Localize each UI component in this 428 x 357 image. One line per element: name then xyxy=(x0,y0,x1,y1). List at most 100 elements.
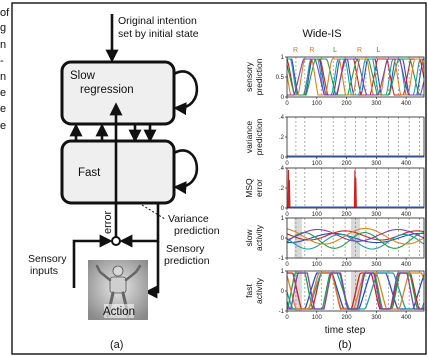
y-axis-label: error xyxy=(254,179,264,197)
caption-fragment: e xyxy=(0,87,6,99)
y-tick-label: 0.5 xyxy=(276,75,285,81)
x-tick-label: 0 xyxy=(285,315,289,321)
y-tick-label: .2 xyxy=(279,135,285,141)
x-tick-label: 300 xyxy=(371,212,382,218)
caption-fragments: of g n - n e e e xyxy=(0,7,10,132)
y-tick-label: 0 xyxy=(281,206,285,212)
caption-fragment: n xyxy=(0,39,6,51)
y-tick-label: 1 xyxy=(281,269,285,275)
error-spike xyxy=(288,179,291,209)
y-axis-label: fast xyxy=(244,284,254,298)
caption-fragment: e xyxy=(0,103,6,115)
panel-label-b: (b) xyxy=(338,339,351,351)
sensory-prediction-line2: prediction xyxy=(164,255,210,267)
x-tick-label: 200 xyxy=(342,161,353,167)
slow-recurrent-loop xyxy=(173,70,199,116)
x-tick-label: 300 xyxy=(371,161,382,167)
x-tick-label: 400 xyxy=(401,101,412,107)
x-tick-label: 400 xyxy=(401,262,412,268)
y-tick-label: -1 xyxy=(279,309,285,315)
series-line xyxy=(286,58,424,96)
top-label-line2: set by initial state xyxy=(118,28,199,40)
slow-label-line1: Slow xyxy=(70,70,96,82)
x-axis-label: time step xyxy=(325,325,366,336)
fast-box xyxy=(60,139,176,205)
x-tick-label: 200 xyxy=(342,212,353,218)
sensory-inputs-line1: Sensory xyxy=(28,253,67,265)
error-spike xyxy=(354,177,357,209)
x-tick-label: 200 xyxy=(342,262,353,268)
series-line xyxy=(286,228,425,242)
variance-label-line1: Variance xyxy=(168,213,209,225)
x-tick-label: 100 xyxy=(312,161,323,167)
phase-marker: R xyxy=(309,47,314,54)
y-axis-label: prediction xyxy=(254,118,264,155)
caption-fragment: - xyxy=(0,55,4,67)
y-axis-label: activity xyxy=(254,224,264,251)
y-tick-label: 1 xyxy=(281,216,285,222)
x-tick-label: 100 xyxy=(312,101,323,107)
y-tick-label: 0 xyxy=(281,155,285,161)
fast-label: Fast xyxy=(78,167,101,179)
y-tick-label: 0 xyxy=(281,95,285,101)
y-axis-label: activity xyxy=(254,277,264,304)
action-label: Action xyxy=(103,306,135,318)
x-tick-label: 100 xyxy=(312,212,323,218)
y-tick-label: 0 xyxy=(281,289,285,295)
panel-label-a: (a) xyxy=(110,339,123,351)
phase-marker: L xyxy=(376,47,380,54)
prediction-to-action-arrow xyxy=(144,260,160,299)
top-label-line1: Original intention xyxy=(118,15,197,27)
phase-marker: R xyxy=(357,47,362,54)
fast-recurrent-loop xyxy=(173,149,199,195)
plot-row: .4 .2 00 100 200 300 400 MSQ error xyxy=(244,166,425,218)
variance-leader-line xyxy=(141,204,166,220)
slow-label-line2: regression xyxy=(80,84,134,96)
plots-title: Wide-IS xyxy=(302,28,341,40)
phase-marker: R xyxy=(293,47,298,54)
slow-box xyxy=(60,60,176,126)
figure-frame xyxy=(11,2,427,355)
series-line xyxy=(287,232,425,244)
sensory-prediction-line1: Sensory xyxy=(166,243,205,255)
x-tick-label: 400 xyxy=(401,212,412,218)
series-line xyxy=(287,58,425,96)
robot-image: Action xyxy=(88,260,148,320)
caption-fragment: e xyxy=(0,120,6,132)
sensory-inputs-line2: inputs xyxy=(30,265,58,277)
y-axis-label: MSQ xyxy=(244,178,254,198)
x-tick-label: 300 xyxy=(371,315,382,321)
y-tick-label: .4 xyxy=(279,166,285,172)
sensory-prediction-arrow xyxy=(119,203,160,248)
caption-fragment: g xyxy=(0,22,6,34)
series-line xyxy=(286,227,425,245)
x-tick-label: 400 xyxy=(401,161,412,167)
y-tick-label: .4 xyxy=(279,115,285,121)
variance-label-line2: prediction xyxy=(174,225,220,237)
x-tick-label: 100 xyxy=(312,262,323,268)
y-axis-label: sensory xyxy=(244,61,254,92)
x-tick-label: 0 xyxy=(285,262,289,268)
series-line xyxy=(286,272,425,310)
y-tick-label: -1 xyxy=(279,256,285,262)
x-tick-label: 400 xyxy=(401,315,412,321)
caption-fragment: n xyxy=(0,71,6,83)
y-axis-label: slow xyxy=(244,229,254,247)
x-tick-label: 200 xyxy=(342,101,353,107)
y-tick-label: 0 xyxy=(281,236,285,242)
y-tick-label: 1 xyxy=(281,55,285,61)
x-tick-label: 200 xyxy=(342,315,353,321)
y-tick-label: .2 xyxy=(279,186,285,192)
x-tick-label: 300 xyxy=(371,262,382,268)
x-tick-label: 0 xyxy=(285,101,289,107)
x-tick-label: 300 xyxy=(371,101,382,107)
sensory-inputs-arrow xyxy=(72,234,113,288)
y-axis-label: prediction xyxy=(254,58,264,95)
phase-marker: L xyxy=(333,47,337,54)
shaded-interval xyxy=(294,271,302,311)
